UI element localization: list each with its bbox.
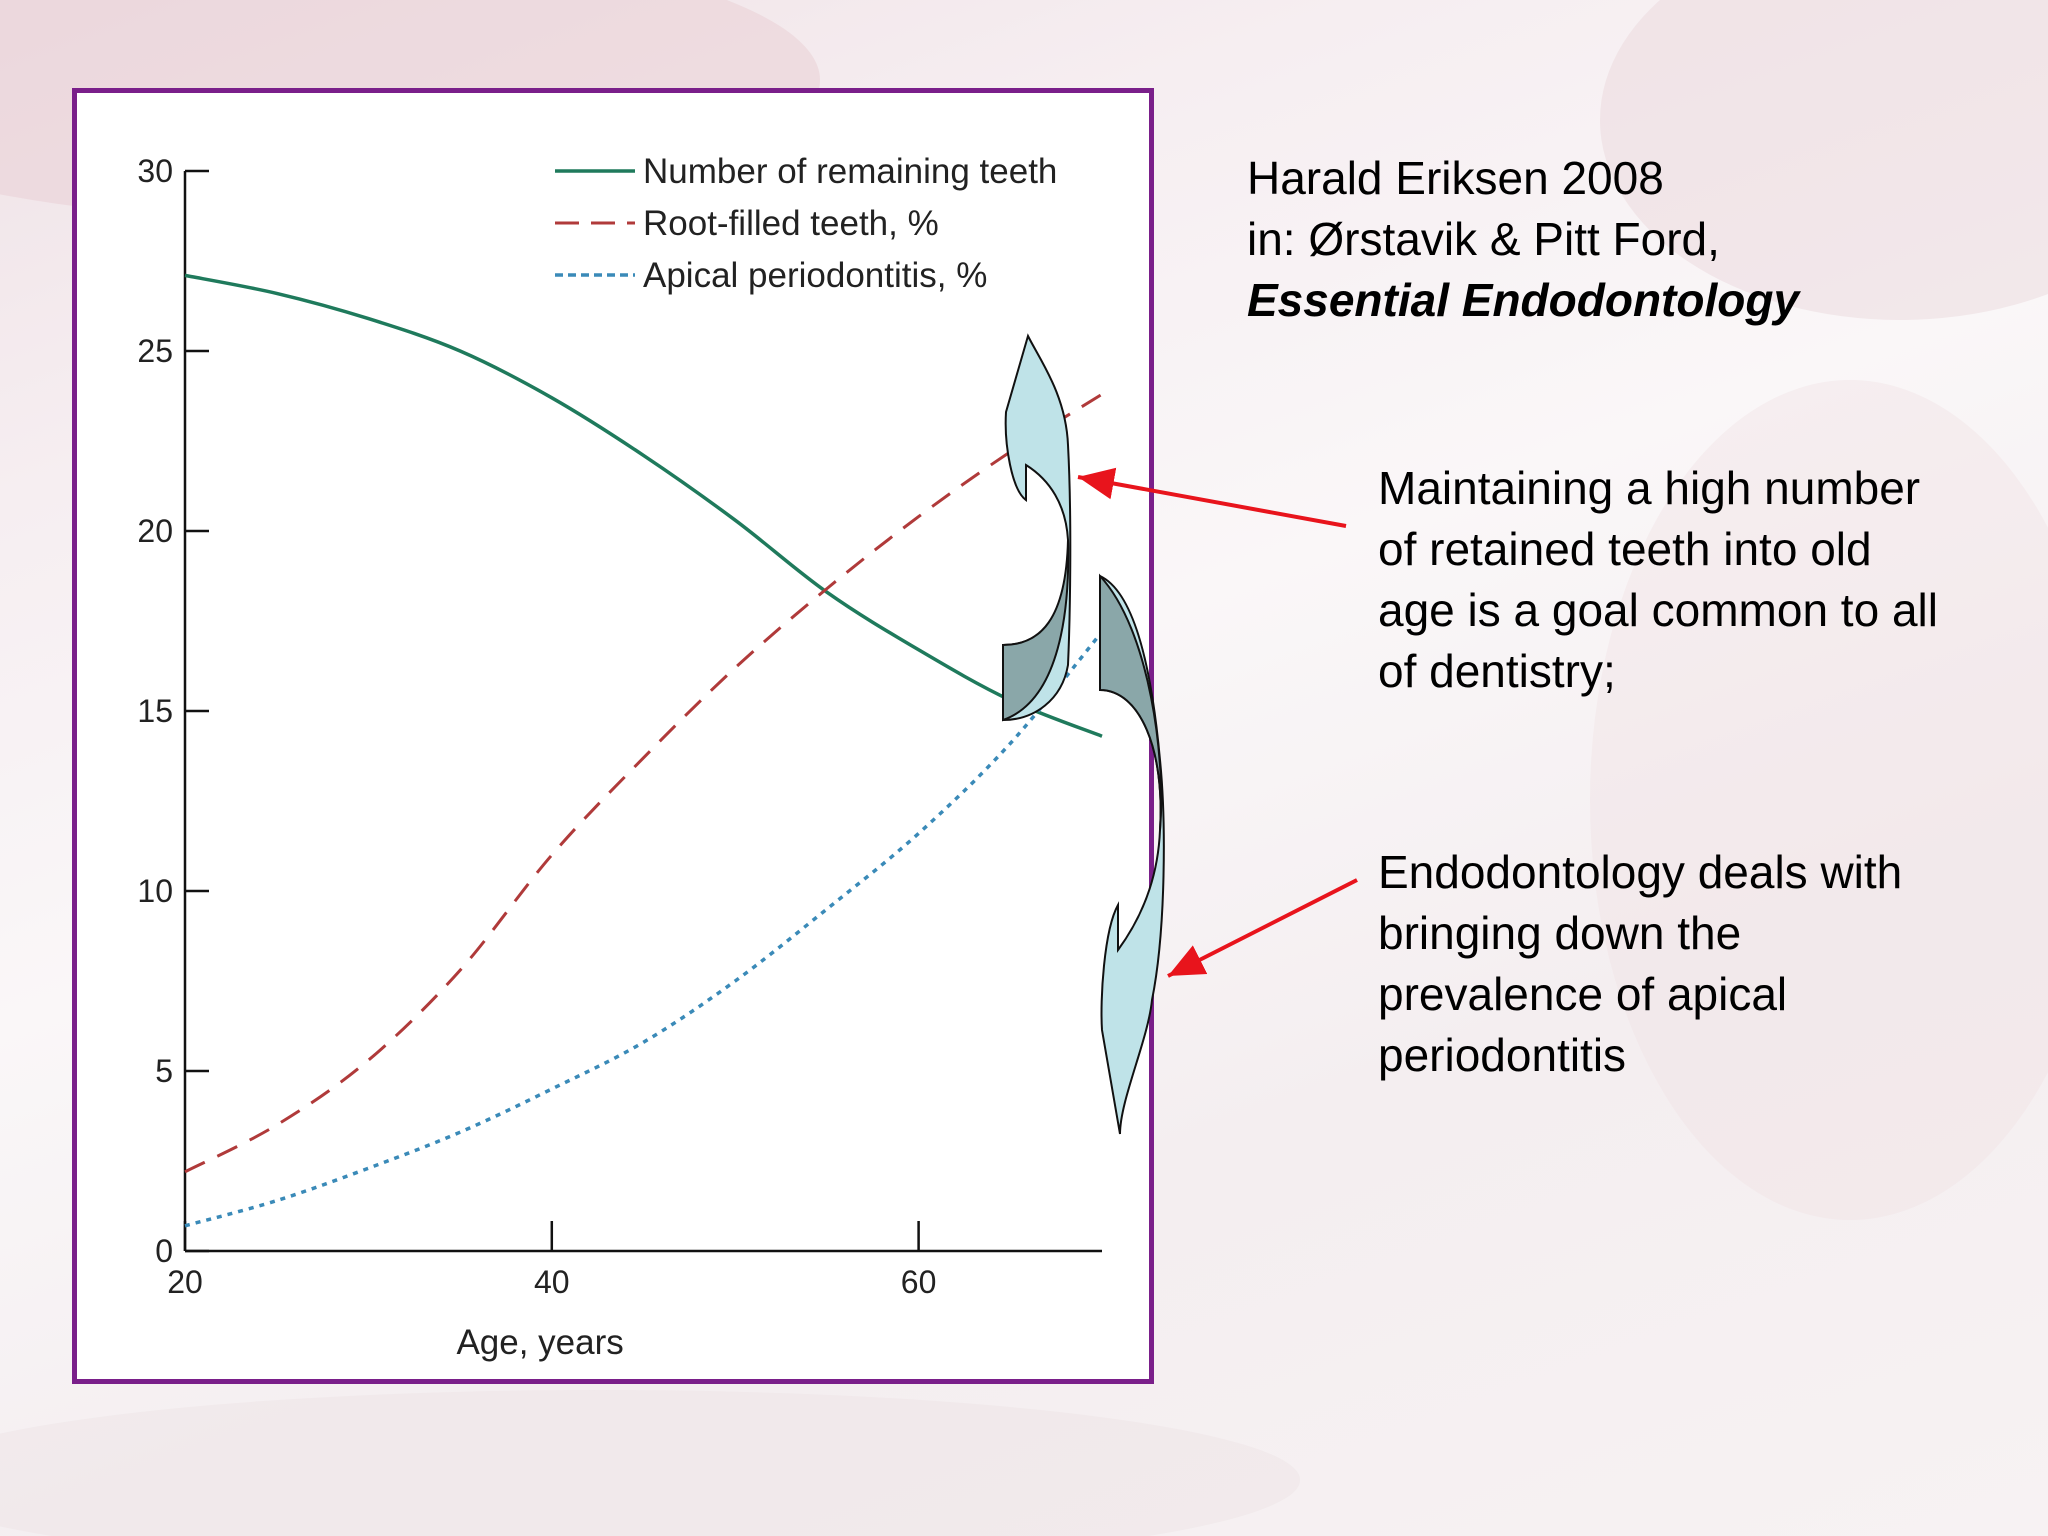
- x-tick-label: 20: [167, 1264, 203, 1300]
- citation: Harald Eriksen 2008 in: Ørstavik & Pitt …: [1247, 148, 1799, 331]
- y-tick-label: 0: [155, 1233, 173, 1269]
- note-endodontology: Endodontology deals with bringing down t…: [1378, 846, 1903, 1081]
- y-tick-label: 10: [137, 873, 173, 909]
- chart-series: [184, 273, 1104, 1228]
- note-retained-teeth: Maintaining a high number of retained te…: [1378, 462, 1938, 697]
- legend-label-2: Root-filled teeth, %: [643, 204, 939, 243]
- y-tick-label: 15: [137, 693, 173, 729]
- citation-book-title: Essential Endodontology: [1247, 274, 1800, 326]
- series-line-1: [184, 273, 1103, 738]
- y-tick-label: 25: [137, 333, 173, 369]
- series-line-3: [184, 630, 1104, 1228]
- legend-label-1: Number of remaining teeth: [643, 152, 1057, 191]
- legend-label-3: Apical periodontitis, %: [643, 256, 987, 295]
- chart-frame: 0 5 10 15 20 25 30 20 40 60 Age, years Number of r…: [72, 88, 1154, 1384]
- x-axis-title: Age, years: [456, 1323, 623, 1362]
- series-line-2: [184, 392, 1103, 1174]
- chart-legend: Number of remaining teeth Root-filled tee…: [555, 152, 1057, 295]
- citation-author: Harald Eriksen 2008: [1247, 152, 1664, 204]
- y-tick-label: 5: [155, 1053, 173, 1089]
- x-tick-label: 40: [534, 1264, 570, 1300]
- pointer-arrow-2: [1167, 878, 1358, 978]
- y-tick-label: 30: [137, 153, 173, 189]
- y-tick-label: 20: [137, 513, 173, 549]
- chart-axes: 0 5 10 15 20 25 30 20 40 60 Age, years: [137, 153, 1102, 1362]
- x-tick-label: 60: [901, 1264, 937, 1300]
- line-chart: 0 5 10 15 20 25 30 20 40 60 Age, years Number of r…: [137, 152, 1104, 1362]
- citation-source: in: Ørstavik & Pitt Ford,: [1247, 213, 1720, 265]
